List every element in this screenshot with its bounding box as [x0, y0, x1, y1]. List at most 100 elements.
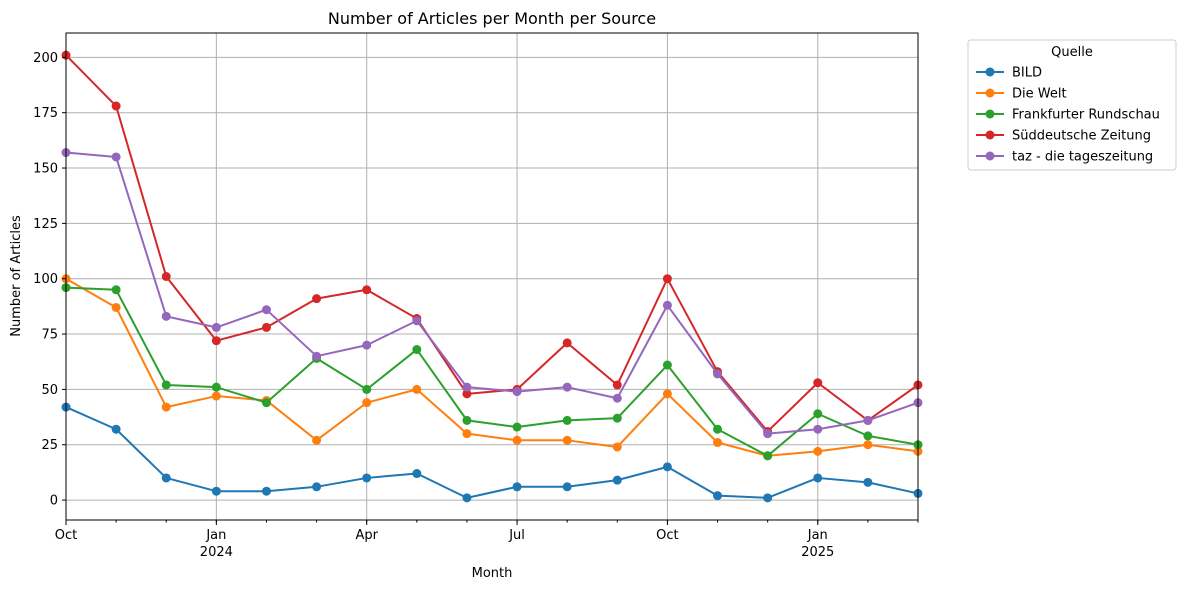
series-line [65, 406, 919, 499]
data-point [462, 493, 472, 503]
legend-title: Quelle [1051, 45, 1093, 60]
x-tick-label-year: 2024 [200, 545, 233, 560]
x-tick-label: Oct [656, 528, 678, 543]
y-tick-label: 50 [41, 383, 58, 398]
data-point [562, 482, 572, 492]
legend-marker [985, 67, 995, 77]
data-point [211, 391, 221, 401]
y-tick-label: 125 [33, 217, 58, 232]
legend-marker [985, 109, 995, 119]
series-die-welt [61, 274, 923, 461]
y-tick-label: 0 [50, 494, 58, 509]
data-point [362, 285, 372, 295]
data-point [512, 387, 522, 397]
data-point [713, 438, 723, 448]
data-point [863, 440, 873, 450]
data-point [412, 384, 422, 394]
data-point [362, 384, 372, 394]
y-tick-label: 25 [41, 438, 58, 453]
data-point [412, 469, 422, 479]
data-point [412, 316, 422, 326]
data-point [462, 429, 472, 439]
data-point [763, 493, 773, 503]
data-point [462, 389, 472, 399]
data-point [161, 272, 171, 281]
data-point [111, 101, 121, 111]
data-point [362, 473, 372, 483]
data-point [261, 322, 271, 332]
data-point [362, 398, 372, 408]
legend-items: BILD Die Welt Frankfurter Rundschau Süddeut… [976, 66, 1160, 165]
y-tick-label: 200 [33, 51, 58, 66]
data-point [863, 415, 873, 425]
y-tick-label: 75 [41, 328, 58, 343]
data-point [261, 486, 271, 496]
series-line [65, 151, 919, 435]
chart-title: Number of Articles per Month per Source [328, 9, 656, 28]
x-tick-label-year: 2025 [801, 545, 834, 560]
data-point [562, 338, 572, 348]
data-point [813, 446, 823, 456]
data-point [763, 451, 773, 461]
series-taz-die-tageszeitung [61, 148, 923, 439]
data-point [713, 491, 723, 501]
data-point [813, 424, 823, 434]
y-tick-label: 100 [33, 272, 58, 287]
data-point [813, 409, 823, 419]
data-point [813, 378, 823, 388]
data-point [813, 473, 823, 483]
data-point [312, 294, 322, 304]
data-point [662, 389, 672, 399]
data-point [211, 486, 221, 496]
data-point [462, 382, 472, 392]
data-point [312, 435, 322, 445]
data-point [512, 422, 522, 432]
series-line [65, 277, 919, 457]
data-point [312, 482, 322, 492]
legend-label: Frankfurter Rundschau [1012, 108, 1160, 123]
data-point [161, 311, 171, 321]
series-frankfurter-rundschau [61, 283, 923, 461]
data-point [261, 305, 271, 315]
x-axis-label: Month [472, 566, 513, 581]
data-point [863, 431, 873, 441]
x-tick-label: Apr [355, 528, 378, 543]
data-point [161, 402, 171, 412]
legend-frame [967, 39, 1177, 171]
x-tick-label: Jan [807, 528, 828, 543]
data-point [562, 415, 572, 425]
data-point [562, 382, 572, 392]
data-point [261, 398, 271, 408]
data-point [562, 435, 572, 445]
data-point [161, 473, 171, 483]
legend: Quelle BILD Die Welt Frankfurter Rundschau… [967, 39, 1177, 171]
series-bild [61, 402, 923, 503]
y-tick-label: 150 [33, 162, 58, 177]
x-tick-label: Jan [205, 528, 226, 543]
data-point [713, 369, 723, 379]
data-point [612, 393, 622, 403]
data-point [111, 285, 121, 295]
plot-frame [65, 32, 919, 521]
data-point [612, 380, 622, 390]
data-point [662, 300, 672, 310]
legend-label: Die Welt [1012, 87, 1067, 102]
data-point [612, 413, 622, 423]
data-point [111, 302, 121, 312]
data-point [211, 336, 221, 346]
data-point [612, 442, 622, 452]
data-point [161, 380, 171, 390]
legend-label: BILD [1012, 66, 1042, 81]
series-layer [61, 50, 923, 503]
data-point [111, 424, 121, 434]
y-axis-label: Number of Articles [9, 215, 24, 337]
data-point [662, 360, 672, 370]
series-line [65, 286, 919, 457]
data-point [211, 322, 221, 332]
axes: 0 25 50 75 100 125 150 175 200 Oct Jan 2024 Apr Jul Oc… [33, 51, 919, 560]
data-point [211, 382, 221, 392]
data-point [763, 429, 773, 439]
legend-marker [985, 88, 995, 98]
data-point [462, 415, 472, 425]
